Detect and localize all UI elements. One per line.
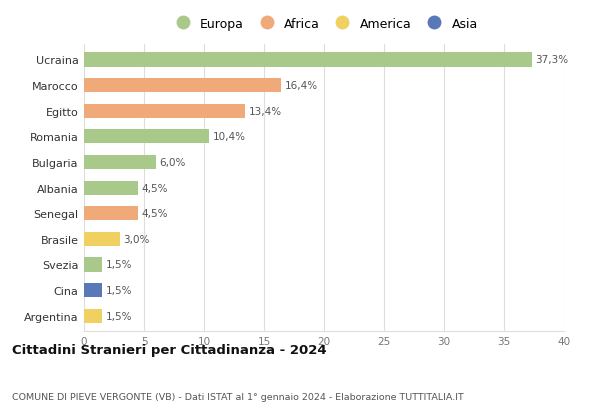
Bar bbox=[84, 309, 102, 323]
Text: 3,0%: 3,0% bbox=[124, 234, 150, 244]
Text: COMUNE DI PIEVE VERGONTE (VB) - Dati ISTAT al 1° gennaio 2024 - Elaborazione TUT: COMUNE DI PIEVE VERGONTE (VB) - Dati IST… bbox=[12, 392, 464, 401]
Text: 1,5%: 1,5% bbox=[106, 260, 132, 270]
Bar bbox=[84, 104, 245, 119]
Bar bbox=[84, 53, 532, 67]
Bar bbox=[84, 207, 138, 221]
Text: 1,5%: 1,5% bbox=[106, 311, 132, 321]
Text: 4,5%: 4,5% bbox=[142, 209, 168, 219]
Bar bbox=[84, 155, 156, 170]
Bar bbox=[84, 130, 209, 144]
Bar bbox=[84, 258, 102, 272]
Bar bbox=[84, 232, 120, 246]
Text: 1,5%: 1,5% bbox=[106, 285, 132, 295]
Text: 4,5%: 4,5% bbox=[142, 183, 168, 193]
Text: 37,3%: 37,3% bbox=[535, 55, 568, 65]
Legend: Europa, Africa, America, Asia: Europa, Africa, America, Asia bbox=[167, 15, 481, 33]
Bar bbox=[84, 181, 138, 195]
Bar bbox=[84, 79, 281, 93]
Bar bbox=[84, 283, 102, 297]
Text: Cittadini Stranieri per Cittadinanza - 2024: Cittadini Stranieri per Cittadinanza - 2… bbox=[12, 343, 326, 356]
Text: 6,0%: 6,0% bbox=[160, 157, 186, 168]
Text: 10,4%: 10,4% bbox=[212, 132, 245, 142]
Text: 13,4%: 13,4% bbox=[248, 106, 281, 117]
Text: 16,4%: 16,4% bbox=[284, 81, 317, 91]
